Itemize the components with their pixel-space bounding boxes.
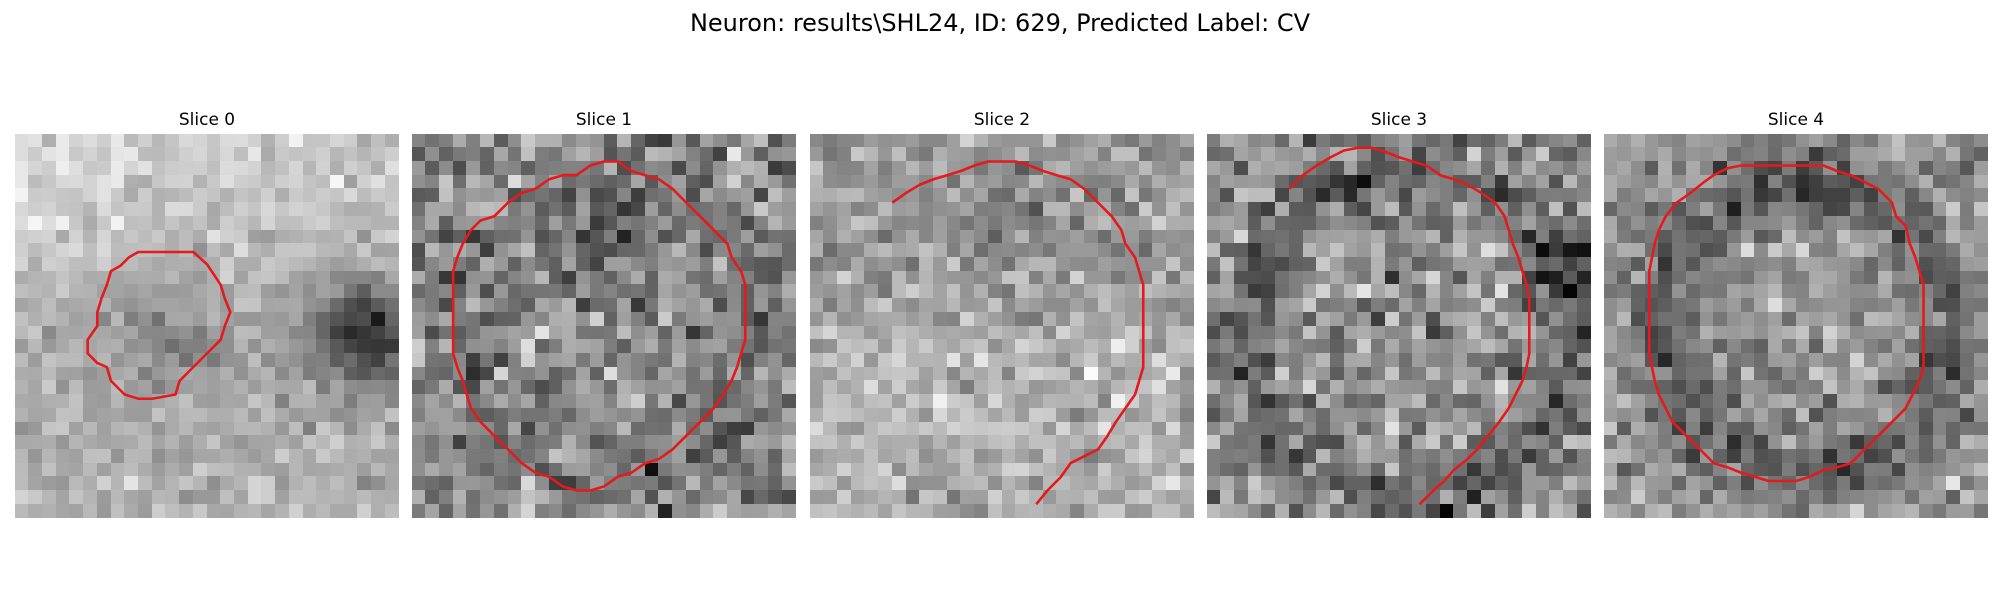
slice-title-0: Slice 0 [178,110,236,130]
slice-panel-0: Slice 0 [15,108,399,520]
slice-panel-2: Slice 2 [810,108,1194,520]
figure-title: Neuron: results\SHL24, ID: 629, Predicte… [689,9,1311,37]
slice-title-4: Slice 4 [1767,110,1825,130]
slice-image-3 [1207,134,1591,518]
slice-image-4 [1604,134,1988,518]
slice-image-0 [15,134,399,518]
slice-title-3: Slice 3 [1370,110,1428,130]
slice-image-2 [810,134,1194,518]
slice-title-2: Slice 2 [973,110,1031,130]
slice-image-1 [412,134,796,518]
slice-panel-1: Slice 1 [412,108,796,520]
slice-panel-4: Slice 4 [1604,108,1988,520]
slice-panel-3: Slice 3 [1207,108,1591,520]
slice-title-1: Slice 1 [575,110,633,130]
